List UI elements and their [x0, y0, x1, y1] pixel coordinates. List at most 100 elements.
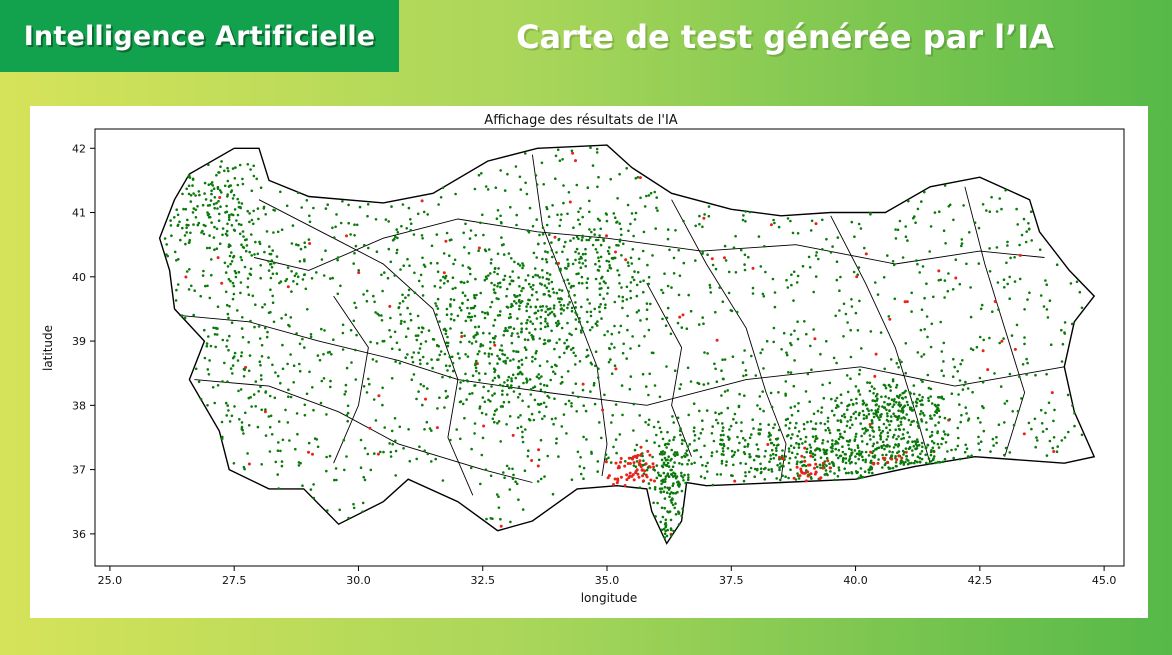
green-point: [645, 317, 649, 321]
green-point: [603, 333, 606, 337]
green-point: [267, 269, 271, 272]
green-point: [687, 293, 690, 297]
green-point: [881, 453, 884, 457]
green-point: [473, 187, 477, 191]
green-point: [546, 271, 549, 275]
green-point: [861, 427, 864, 431]
green-point: [701, 225, 704, 229]
green-point: [668, 439, 671, 442]
green-point: [743, 439, 747, 442]
green-point: [1018, 375, 1021, 379]
red-point: [424, 397, 427, 401]
red-point: [627, 456, 631, 460]
green-point: [562, 304, 566, 307]
green-point: [731, 355, 735, 358]
green-point: [686, 462, 689, 466]
green-point: [578, 222, 582, 226]
green-point: [774, 447, 778, 450]
green-point: [501, 393, 504, 396]
green-point: [334, 467, 338, 470]
green-point: [468, 340, 471, 344]
green-point: [715, 450, 719, 453]
green-point: [207, 373, 211, 376]
green-point: [624, 460, 627, 463]
green-point: [887, 396, 891, 400]
green-point: [693, 426, 696, 430]
green-point: [216, 384, 220, 387]
green-point: [229, 190, 233, 194]
green-point: [1039, 408, 1043, 412]
green-point: [450, 355, 454, 359]
green-point: [832, 464, 836, 468]
green-point: [555, 441, 558, 445]
green-point: [301, 278, 305, 281]
green-point: [535, 256, 538, 259]
green-point: [185, 223, 188, 227]
green-point: [819, 466, 822, 470]
green-point: [1080, 306, 1084, 310]
green-point: [552, 422, 555, 426]
green-point: [894, 455, 897, 458]
green-point: [246, 163, 250, 166]
green-point: [701, 252, 704, 255]
green-point: [429, 261, 433, 265]
green-point: [570, 149, 574, 153]
badge-label: Intelligence Artificielle: [23, 20, 376, 52]
green-point: [672, 491, 675, 495]
green-point: [585, 310, 589, 314]
green-point: [560, 326, 564, 330]
red-point: [715, 338, 719, 342]
green-point: [993, 372, 996, 375]
green-point: [169, 219, 172, 222]
green-point: [407, 288, 411, 292]
green-point: [835, 453, 838, 457]
green-point: [814, 422, 818, 425]
green-point: [759, 462, 762, 466]
green-point: [915, 397, 919, 401]
green-point: [489, 347, 492, 350]
red-point: [1022, 432, 1026, 436]
green-point: [526, 274, 530, 277]
green-point: [936, 442, 940, 446]
green-point: [468, 237, 472, 240]
green-point: [627, 264, 630, 268]
green-point: [634, 211, 638, 215]
green-point: [428, 427, 432, 430]
green-point: [975, 345, 979, 349]
green-point: [559, 297, 563, 300]
green-point: [894, 228, 897, 231]
green-point: [187, 192, 191, 196]
red-point: [357, 271, 361, 275]
green-point: [626, 314, 629, 318]
green-point: [395, 251, 399, 255]
green-point: [308, 214, 311, 218]
green-point: [932, 441, 936, 445]
red-point: [802, 471, 805, 475]
green-point: [915, 401, 919, 405]
green-point: [553, 397, 556, 401]
green-point: [525, 327, 528, 331]
green-point: [916, 455, 920, 459]
green-point: [539, 327, 543, 331]
green-point: [767, 435, 770, 438]
green-point: [295, 282, 299, 286]
green-point: [499, 221, 503, 224]
green-point: [526, 302, 530, 306]
green-point: [589, 314, 593, 318]
green-point: [876, 407, 880, 411]
green-point: [826, 416, 830, 420]
green-point: [719, 473, 723, 476]
green-point: [874, 399, 877, 403]
green-point: [276, 374, 280, 378]
green-point: [225, 210, 229, 214]
green-point: [257, 390, 260, 393]
green-point: [626, 203, 630, 207]
green-point: [797, 430, 801, 433]
green-point: [928, 435, 932, 439]
green-point: [309, 335, 313, 339]
green-point: [537, 242, 540, 246]
green-point: [487, 398, 490, 402]
green-point: [715, 418, 718, 422]
green-point: [988, 210, 992, 213]
green-point: [258, 240, 261, 244]
